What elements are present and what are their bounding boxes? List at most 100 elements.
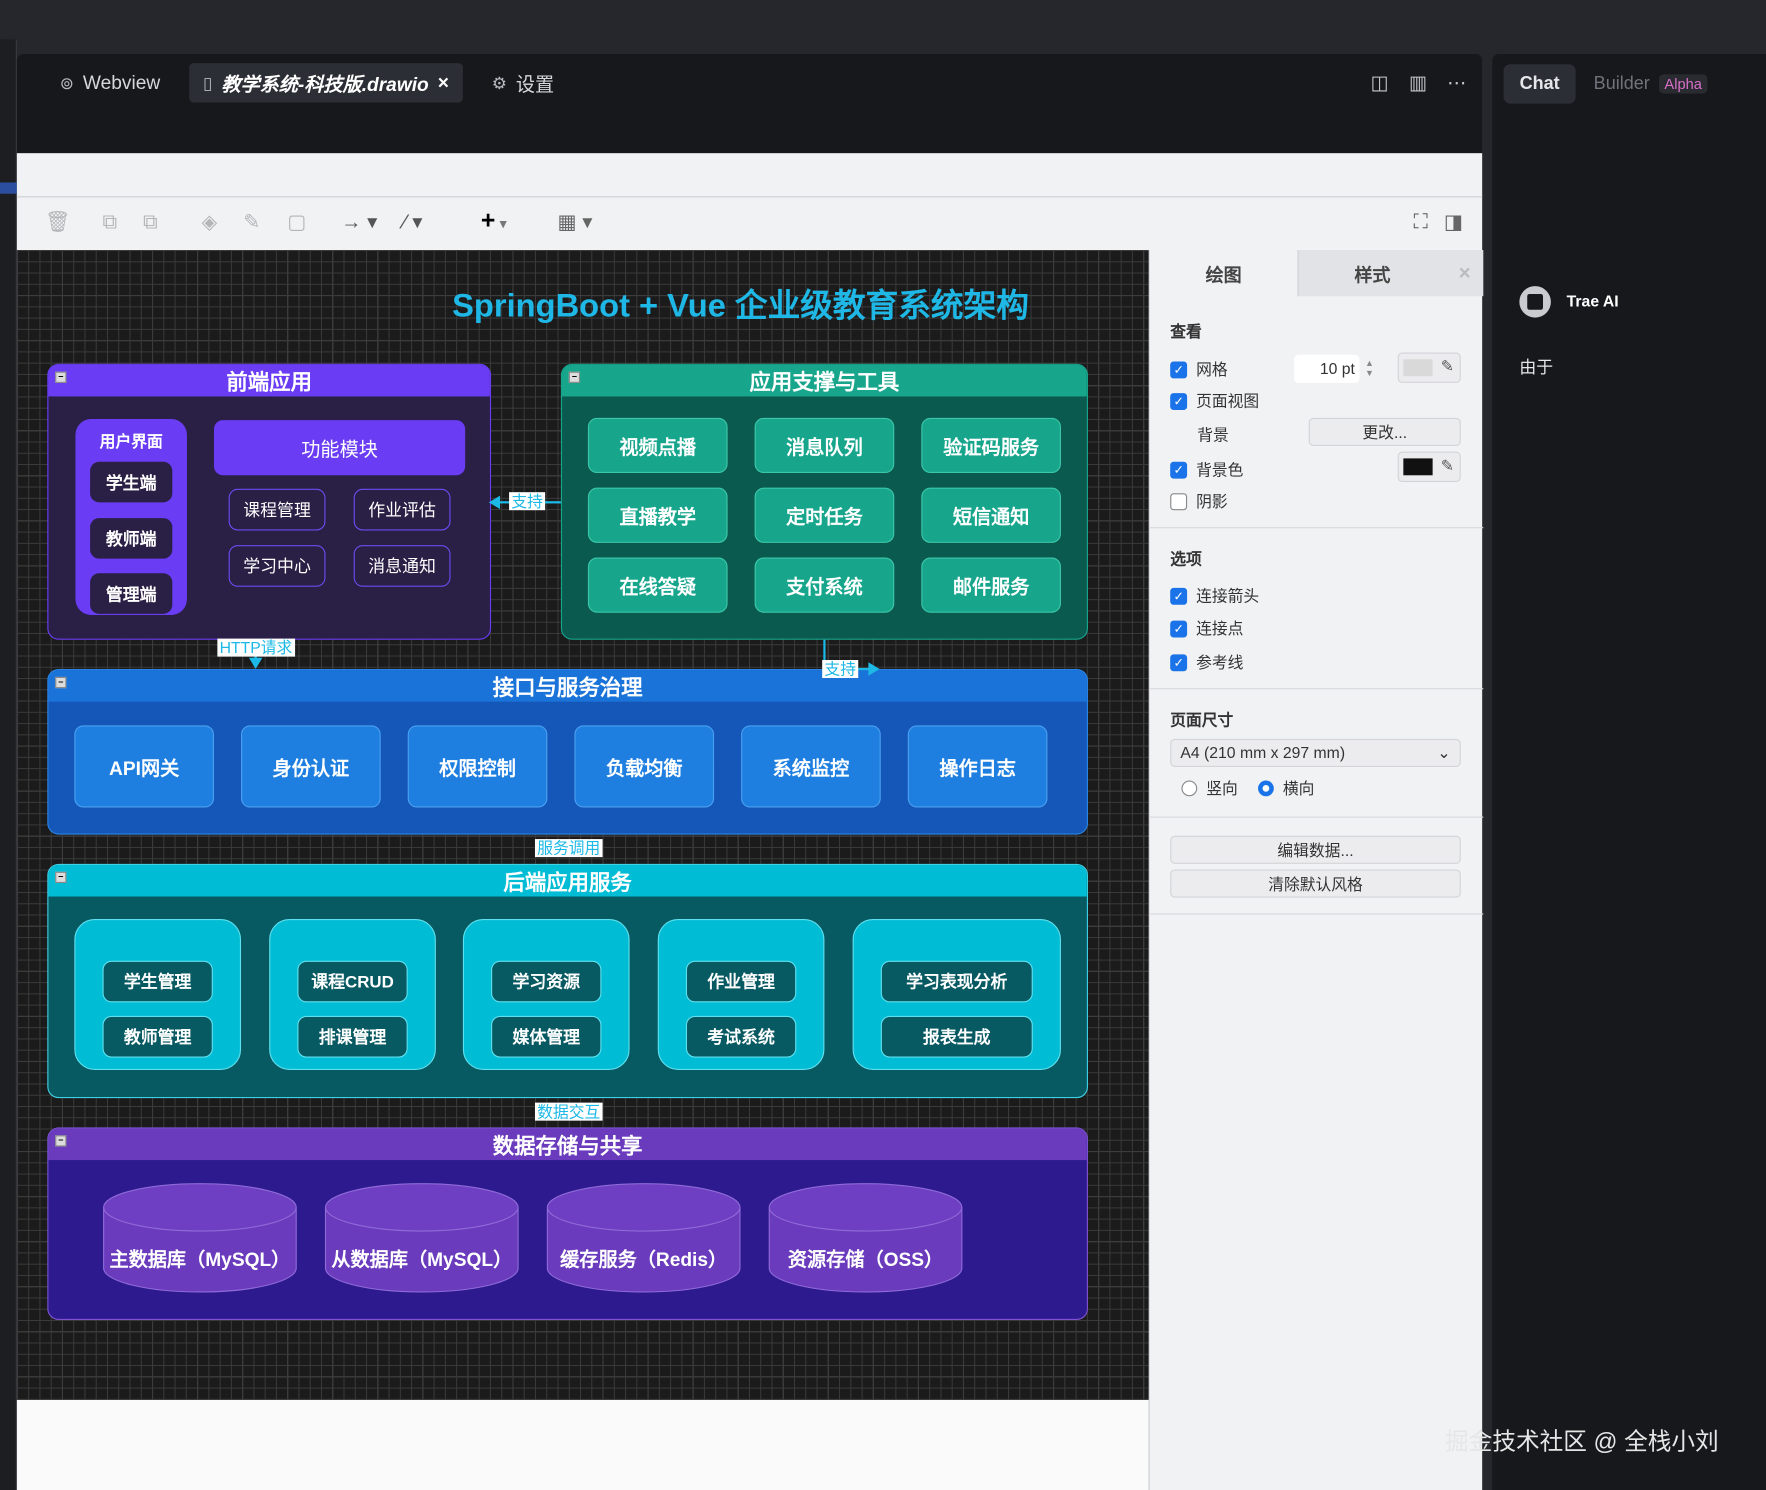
support-node[interactable]: 在线答疑	[587, 557, 728, 613]
waypoints-icon[interactable]: ⁄ ▾	[403, 210, 423, 234]
tab-label: 教学系统-科技版.drawio	[221, 74, 429, 96]
edit-data-button[interactable]: 编辑数据...	[1170, 835, 1461, 864]
insert-icon[interactable]: + ▾	[480, 206, 507, 235]
to-back-icon[interactable]: ⧉	[143, 210, 158, 234]
support-container[interactable]: − 应用支撑与工具 视频点播 消息队列 验证码服务 直播教学 定时任务 短信通知 在线答疑 支付…	[560, 363, 1088, 640]
delete-icon[interactable]: 🗑	[45, 210, 71, 234]
bg-color-checkbox[interactable]: ✓	[1170, 461, 1188, 479]
database-cylinder[interactable]: 从数据库（MySQL）	[324, 1183, 519, 1293]
backend-node[interactable]: 排课管理	[297, 1015, 408, 1058]
cylinder-icon	[324, 1183, 519, 1293]
backend-node[interactable]: 作业管理	[685, 960, 797, 1003]
table-icon[interactable]: ▦ ▾	[557, 210, 593, 234]
shadow-checkbox[interactable]	[1170, 492, 1188, 510]
edge-label[interactable]: 数据交互	[534, 1102, 603, 1121]
gateway-container[interactable]: − 接口与服务治理 API网关 身份认证 权限控制 负载均衡 系统监控 操作日志	[47, 669, 1088, 835]
guides-checkbox[interactable]: ✓	[1170, 653, 1188, 671]
clear-default-style-button[interactable]: 清除默认风格	[1170, 869, 1461, 898]
arrows-checkbox[interactable]: ✓	[1170, 587, 1188, 605]
edge-label[interactable]: 支持	[509, 492, 546, 511]
line-color-icon[interactable]: ✎	[243, 210, 261, 234]
user-node[interactable]: 学生端	[90, 461, 173, 503]
backend-node[interactable]: 报表生成	[880, 1015, 1033, 1058]
module-node[interactable]: 课程管理	[228, 488, 326, 531]
support-node[interactable]: 定时任务	[754, 487, 895, 543]
database-cylinder[interactable]: 资源存储（OSS）	[768, 1183, 963, 1293]
page-view-label: 页面视图	[1196, 391, 1260, 410]
support-node[interactable]: 视频点播	[587, 417, 728, 474]
support-node[interactable]: 消息队列	[754, 417, 895, 474]
split-editor-icon[interactable]: ▥	[1408, 72, 1427, 94]
shadow-icon[interactable]: ▢	[287, 210, 307, 234]
close-tab-button[interactable]: ×	[437, 71, 449, 93]
backend-node[interactable]: 考试系统	[685, 1015, 797, 1058]
backend-node[interactable]: 媒体管理	[491, 1015, 602, 1058]
tab-webview[interactable]: ⊚ Webview	[46, 63, 174, 102]
grid-size-input[interactable]: 10 pt	[1294, 354, 1360, 383]
diagram-canvas[interactable]: SpringBoot + Vue 企业级教育系统架构 − 前端应用 用户界面 学生…	[16, 250, 1149, 1400]
tab-diagram[interactable]: 绘图	[1149, 250, 1298, 297]
module-header[interactable]: 功能模块	[213, 420, 466, 476]
landscape-radio[interactable]	[1258, 780, 1274, 797]
change-background-button[interactable]: 更改...	[1308, 417, 1461, 447]
more-actions-icon[interactable]: ⋯	[1447, 72, 1467, 94]
support-node[interactable]: 直播教学	[587, 487, 728, 543]
support-node[interactable]: 短信通知	[921, 487, 1061, 543]
fullscreen-icon[interactable]: ⛶	[1413, 210, 1428, 234]
tab-style[interactable]: 样式	[1297, 250, 1447, 297]
grid-size-stepper[interactable]: ▲ ▼	[1365, 358, 1374, 379]
bg-color-button[interactable]: ✎	[1397, 451, 1461, 483]
edge-label[interactable]: 服务调用	[534, 839, 603, 858]
module-node[interactable]: 学习中心	[228, 545, 326, 587]
storage-container[interactable]: − 数据存储与共享 主数据库（MySQL） 从数据库（MySQL） 缓存服务（Redi…	[47, 1127, 1088, 1321]
backend-node[interactable]: 学生管理	[102, 960, 213, 1003]
backend-container[interactable]: − 后端应用服务 学生管理 教师管理 课程CRUD 排课管理 学习资源 媒体管理 作业管理 考试…	[47, 863, 1088, 1099]
module-node[interactable]: 消息通知	[353, 545, 451, 587]
database-cylinder[interactable]: 主数据库（MySQL）	[102, 1183, 297, 1293]
grid-checkbox[interactable]: ✓	[1170, 360, 1188, 378]
guides-label: 参考线	[1196, 653, 1244, 672]
gateway-node[interactable]: 操作日志	[907, 725, 1048, 808]
edge-label[interactable]: 支持	[822, 660, 859, 679]
support-node[interactable]: 邮件服务	[921, 557, 1061, 613]
collapse-icon[interactable]: −	[55, 871, 67, 884]
page-size-select[interactable]: A4 (210 mm x 297 mm) ⌄	[1170, 738, 1461, 767]
collapse-icon[interactable]: −	[55, 1135, 67, 1147]
backend-node[interactable]: 课程CRUD	[297, 960, 408, 1003]
gateway-node[interactable]: 身份认证	[241, 725, 381, 808]
user-node[interactable]: 管理端	[90, 573, 173, 614]
gateway-node[interactable]: API网关	[74, 725, 214, 808]
fill-color-icon[interactable]: ◈	[201, 210, 218, 234]
module-node[interactable]: 作业评估	[353, 488, 451, 531]
backend-node[interactable]: 教师管理	[102, 1015, 213, 1058]
support-node[interactable]: 支付系统	[754, 557, 895, 613]
collapse-icon[interactable]: −	[568, 371, 581, 383]
user-node[interactable]: 教师端	[90, 518, 173, 559]
tab-drawio-file[interactable]: ▯ 教学系统-科技版.drawio ×	[189, 63, 463, 103]
page-view-checkbox[interactable]: ✓	[1170, 392, 1188, 410]
collapse-icon[interactable]: −	[55, 676, 67, 689]
database-cylinder[interactable]: 缓存服务（Redis）	[546, 1183, 741, 1293]
format-panel-toggle-icon[interactable]: ◨	[1443, 210, 1464, 234]
backend-node[interactable]: 学习资源	[491, 960, 602, 1003]
portrait-radio[interactable]	[1181, 780, 1198, 797]
backend-node[interactable]: 学习表现分析	[880, 960, 1033, 1003]
open-preview-icon[interactable]: ◫	[1370, 72, 1389, 94]
edge-label[interactable]: HTTP请求	[217, 638, 295, 657]
support-node[interactable]: 验证码服务	[921, 417, 1061, 474]
close-panel-icon[interactable]: ×	[1446, 250, 1484, 297]
tab-chat[interactable]: Chat	[1503, 64, 1576, 104]
support-edge-right[interactable]	[823, 639, 826, 670]
gateway-node[interactable]: 权限控制	[407, 725, 548, 808]
collapse-icon[interactable]: −	[55, 371, 67, 383]
tab-settings[interactable]: ⚙ 设置	[478, 63, 567, 102]
gateway-node[interactable]: 负载均衡	[574, 725, 715, 808]
tab-builder[interactable]: Builder Alpha	[1594, 64, 1708, 103]
gateway-node[interactable]: 系统监控	[741, 725, 881, 808]
connection-icon[interactable]: → ▾	[341, 210, 378, 234]
frontend-container[interactable]: − 前端应用 用户界面 学生端 教师端 管理端 功能模块 课程管理 作业评估 学习…	[47, 363, 492, 640]
diagram-title[interactable]: SpringBoot + Vue 企业级教育系统架构	[452, 288, 1029, 325]
points-checkbox[interactable]: ✓	[1170, 620, 1188, 637]
grid-color-button[interactable]: ✎	[1397, 352, 1461, 383]
to-front-icon[interactable]: ⧉	[102, 210, 117, 234]
